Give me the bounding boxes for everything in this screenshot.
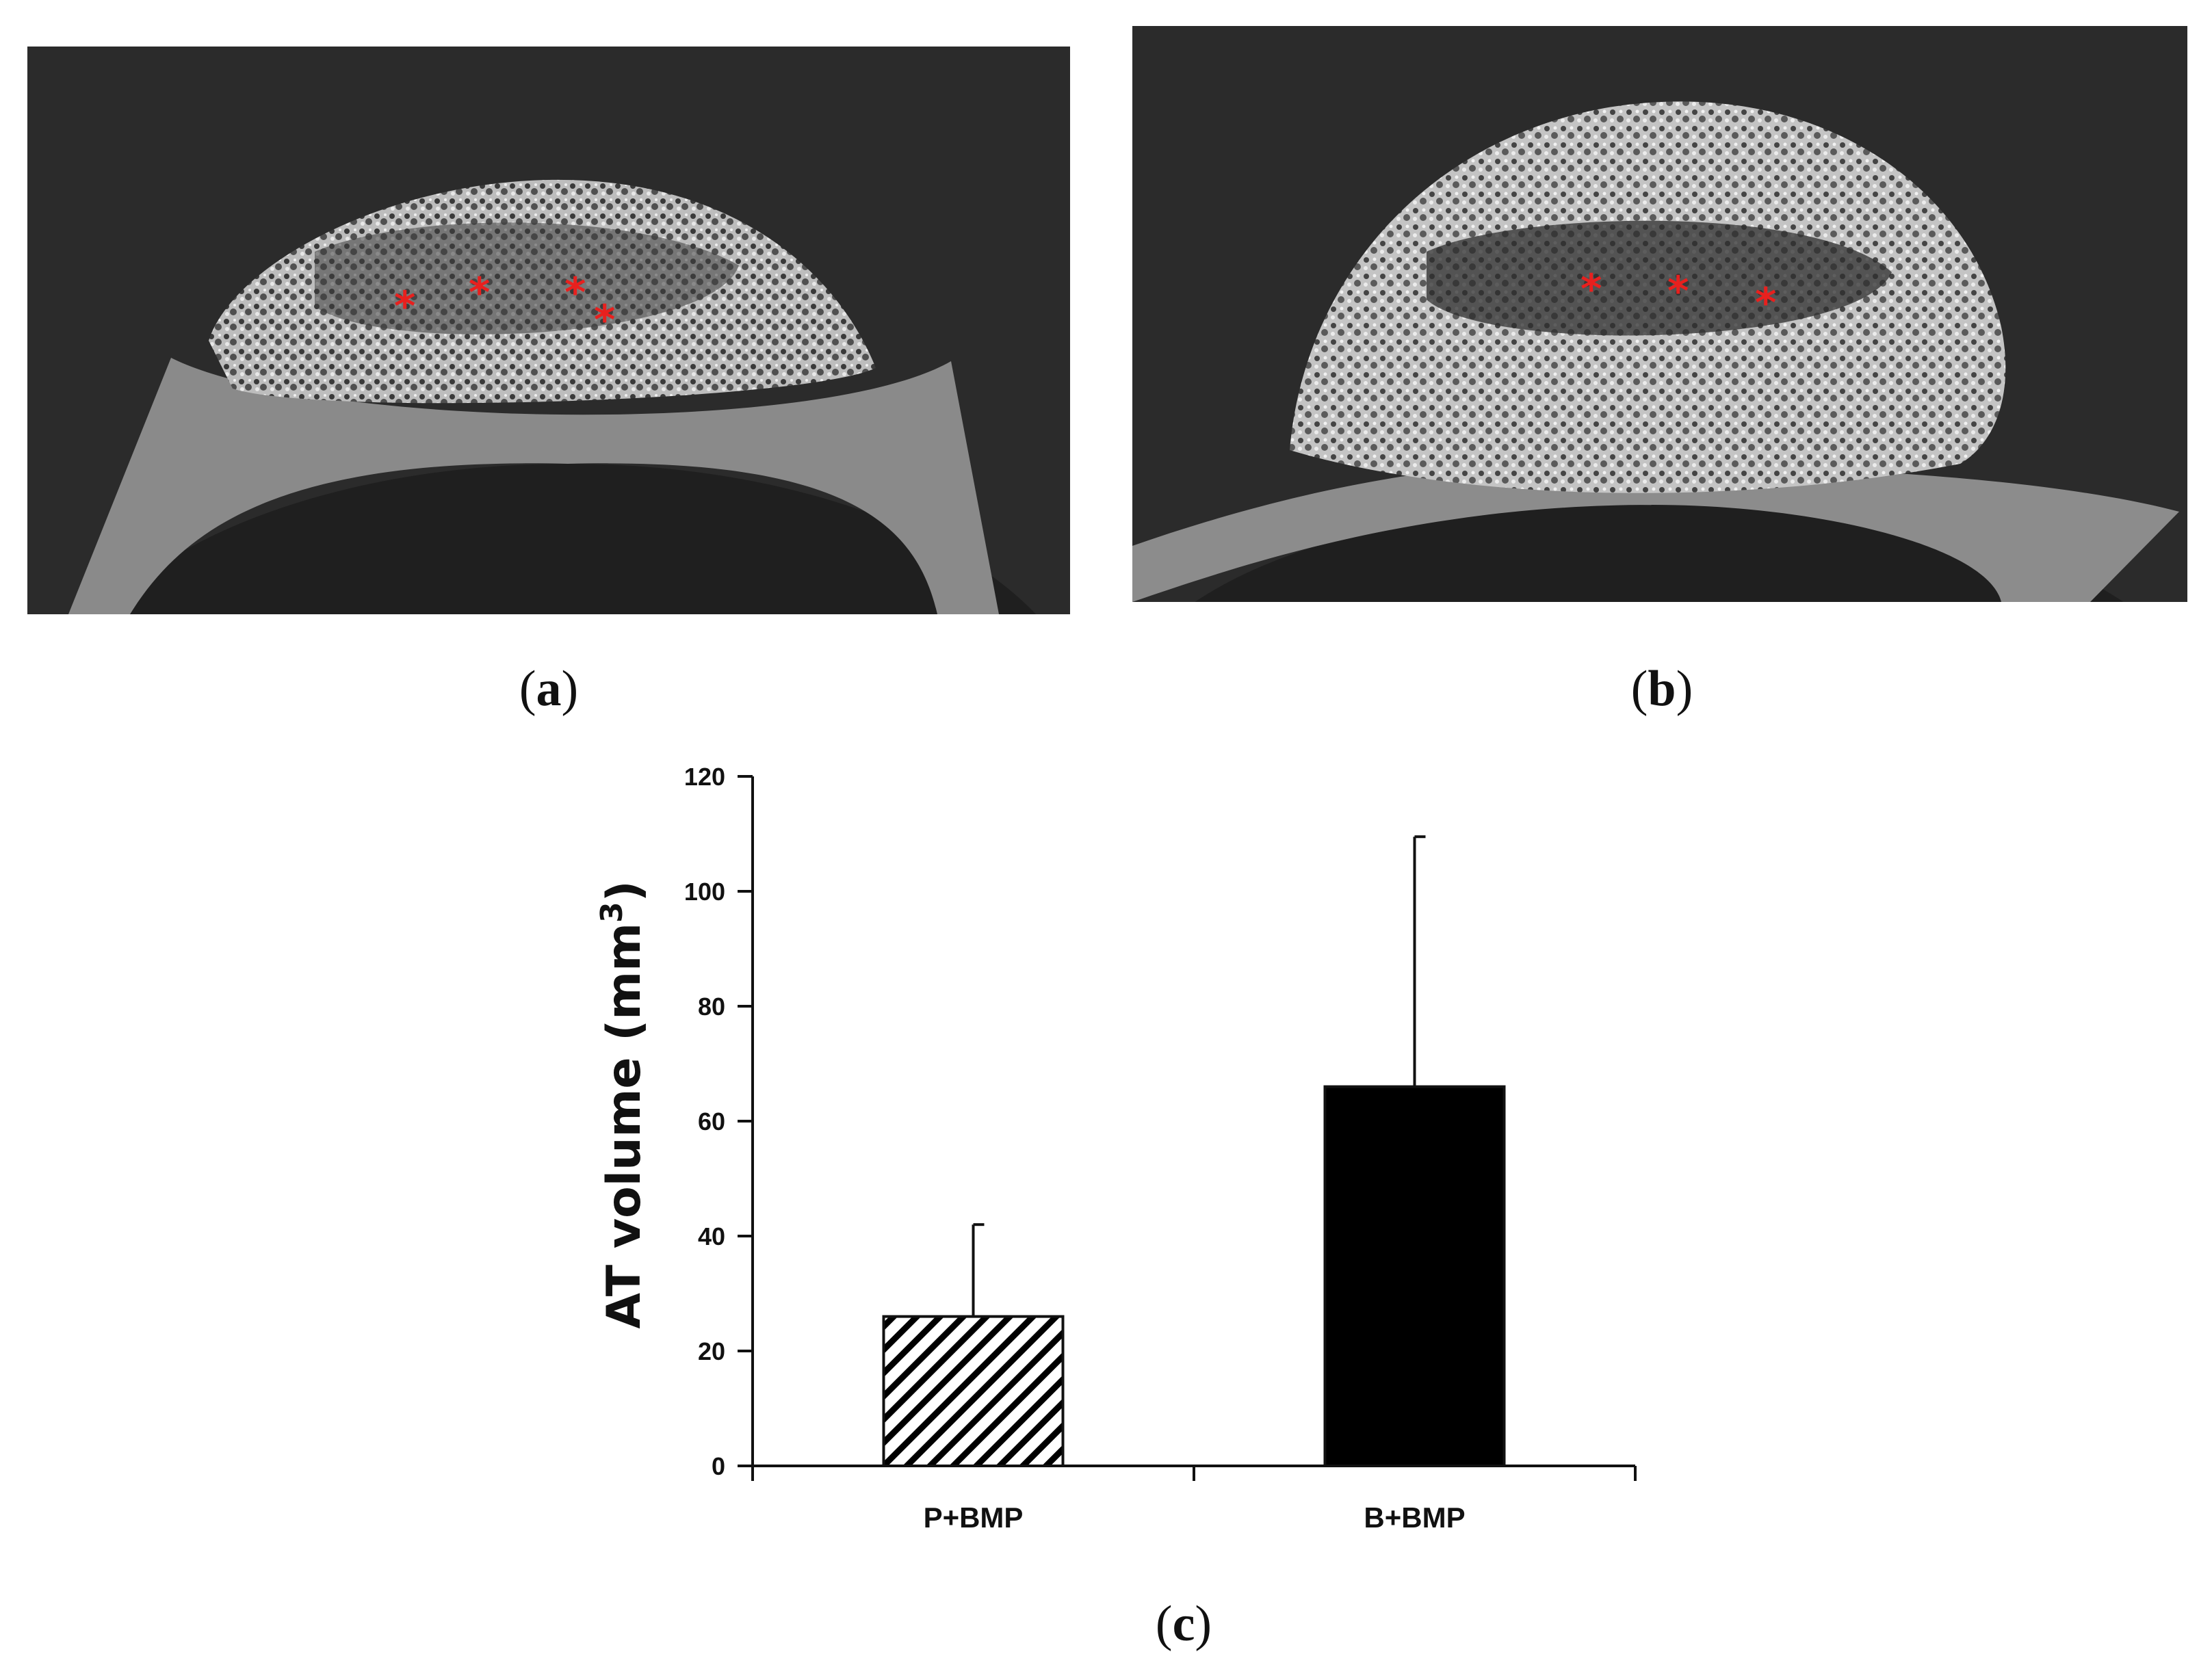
marker-a-3: * [564, 269, 586, 317]
y-tick-label-5: 100 [684, 878, 725, 906]
y-tick-label-2: 40 [698, 1222, 725, 1250]
bar-0 [882, 1315, 1065, 1467]
panel-label-b: (b) [1630, 661, 1693, 717]
marker-b-1: * [1580, 265, 1602, 313]
y-axis-label: AT volume (mm3) [595, 880, 651, 1328]
marker-a-2: * [469, 269, 490, 317]
y-tick-label-4: 80 [698, 993, 725, 1021]
ct-scan-a-graphic: * * * * [27, 47, 1070, 614]
marker-a-1: * [394, 283, 415, 330]
y-tick-label-0: 0 [712, 1452, 725, 1480]
category-label-0: P+BMP [924, 1501, 1024, 1534]
panel-label-a: (a) [519, 661, 579, 717]
ct-image-b: * * * [1132, 26, 2187, 602]
marker-b-3: * [1755, 279, 1776, 327]
marker-a-4: * [594, 296, 615, 344]
bar-1 [1323, 1085, 1506, 1467]
y-tick-label-6: 120 [684, 763, 725, 791]
ct-image-a: * * * * [27, 47, 1070, 614]
category-label-1: B+BMP [1364, 1501, 1465, 1534]
y-tick-label-1: 20 [698, 1337, 725, 1365]
panel-label-c: (c) [1155, 1596, 1212, 1652]
marker-b-2: * [1667, 267, 1689, 315]
y-tick-label-3: 60 [698, 1107, 725, 1136]
ct-scan-b-graphic: * * * [1132, 26, 2187, 602]
